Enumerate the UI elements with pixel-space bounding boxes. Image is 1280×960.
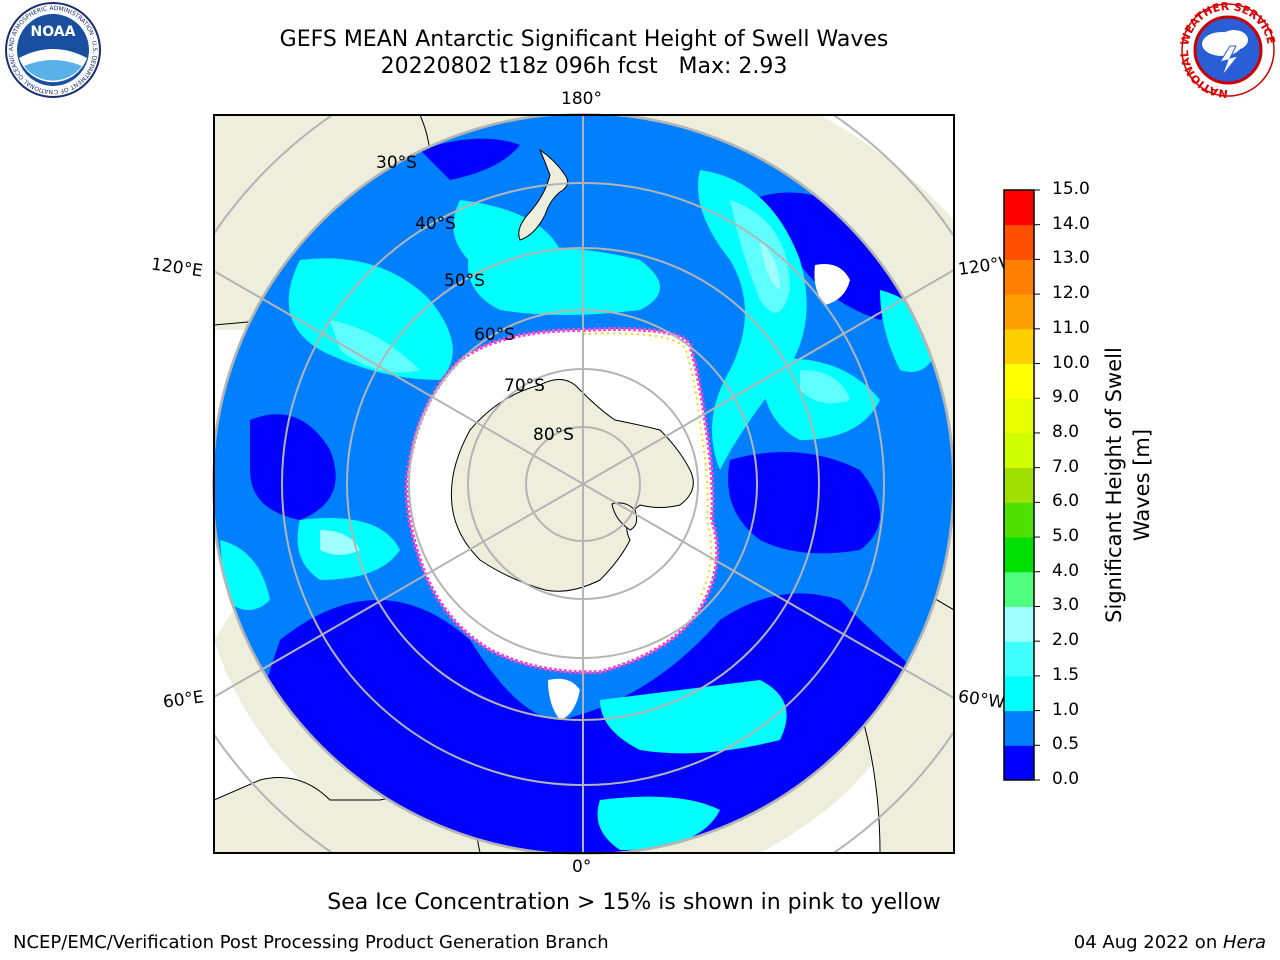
footer-machine: Hera — [1222, 932, 1266, 953]
colorbar-segment — [1004, 224, 1034, 260]
colorbar-tick-label: 9.0 — [1052, 387, 1080, 408]
colorbar-segment — [1004, 641, 1034, 677]
colorbar-tick-label: 8.0 — [1052, 421, 1080, 442]
colorbar-segment — [1004, 363, 1034, 399]
sea-ice-caption: Sea Ice Concentration > 15% is shown in … — [327, 890, 941, 915]
colorbar-tick-label: 5.0 — [1052, 526, 1080, 547]
chart-title: GEFS MEAN Antarctic Significant Height o… — [279, 27, 889, 52]
colorbar-segment — [1004, 675, 1034, 712]
lon-label-0: 0° — [572, 857, 592, 877]
colorbar — [1003, 189, 1040, 781]
colorbar-tick-label: 4.0 — [1052, 560, 1080, 581]
colorbar-segment — [1004, 537, 1034, 573]
noaa-logo: NOAA NATIONAL OCEANIC AND ATMOSPHERIC AD… — [0, 0, 101, 98]
colorbar-segment — [1004, 398, 1034, 434]
colorbar-tick-label: 7.0 — [1052, 456, 1080, 477]
colorbar-segment — [1004, 432, 1034, 469]
colorbar-segment — [1004, 190, 1034, 226]
colorbar-tick-label: 10.0 — [1052, 352, 1090, 373]
lat-label-60s: 60°S — [474, 325, 515, 345]
lat-label-50s: 50°S — [444, 271, 485, 291]
lat-label-40s: 40°S — [415, 214, 456, 234]
footer-credit: NCEP/EMC/Verification Post Processing Pr… — [13, 932, 609, 953]
colorbar-tick-label: 12.0 — [1052, 283, 1090, 304]
colorbar-tick-label: 6.0 — [1052, 491, 1080, 512]
lat-label-80s: 80°S — [533, 425, 574, 445]
lat-label-30s: 30°S — [376, 153, 417, 173]
antarctica-landmass — [450, 379, 694, 592]
colorbar-tick-label: 14.0 — [1052, 213, 1090, 234]
noaa-logo-text: NOAA — [31, 24, 76, 40]
colorbar-tick-label: 15.0 — [1052, 179, 1090, 199]
colorbar-tick-label: 0.5 — [1052, 734, 1080, 755]
nws-logo: NATIONAL WEATHER SERVICE — [1178, 2, 1278, 100]
new-zealand-landmass — [518, 148, 569, 241]
colorbar-segment — [1004, 745, 1034, 781]
colorbar-segment — [1004, 606, 1034, 642]
lat-label-70s: 70°S — [504, 376, 545, 396]
colorbar-frame — [1003, 189, 1035, 781]
colorbar-segment — [1004, 502, 1034, 538]
colorbar-tick-label: 3.0 — [1052, 595, 1080, 616]
footer-date: 04 Aug 2022 on Hera — [1073, 932, 1266, 953]
colorbar-tick-label: 1.5 — [1052, 664, 1080, 685]
colorbar-segment — [1004, 571, 1034, 607]
colorbar-label: Significant Height of Swell Waves [m] — [1102, 347, 1154, 623]
map-frame — [213, 114, 955, 854]
colorbar-segment — [1004, 294, 1034, 330]
colorbar-tick-label: 2.0 — [1052, 630, 1080, 651]
colorbar-tick-label: 13.0 — [1052, 248, 1090, 269]
colorbar-tick-label: 1.0 — [1052, 699, 1080, 720]
colorbar-tick-label: 11.0 — [1052, 317, 1090, 338]
colorbar-tick-label: 0.0 — [1052, 769, 1080, 789]
colorbar-segment — [1004, 710, 1034, 746]
lon-label-180: 180° — [561, 89, 602, 109]
colorbar-segment — [1004, 328, 1034, 365]
colorbar-segment — [1004, 259, 1034, 295]
colorbar-segment — [1004, 467, 1034, 503]
chart-subtitle: 20220802 t18z 096h fcst Max: 2.93 — [380, 54, 788, 79]
graticule — [214, 115, 954, 853]
